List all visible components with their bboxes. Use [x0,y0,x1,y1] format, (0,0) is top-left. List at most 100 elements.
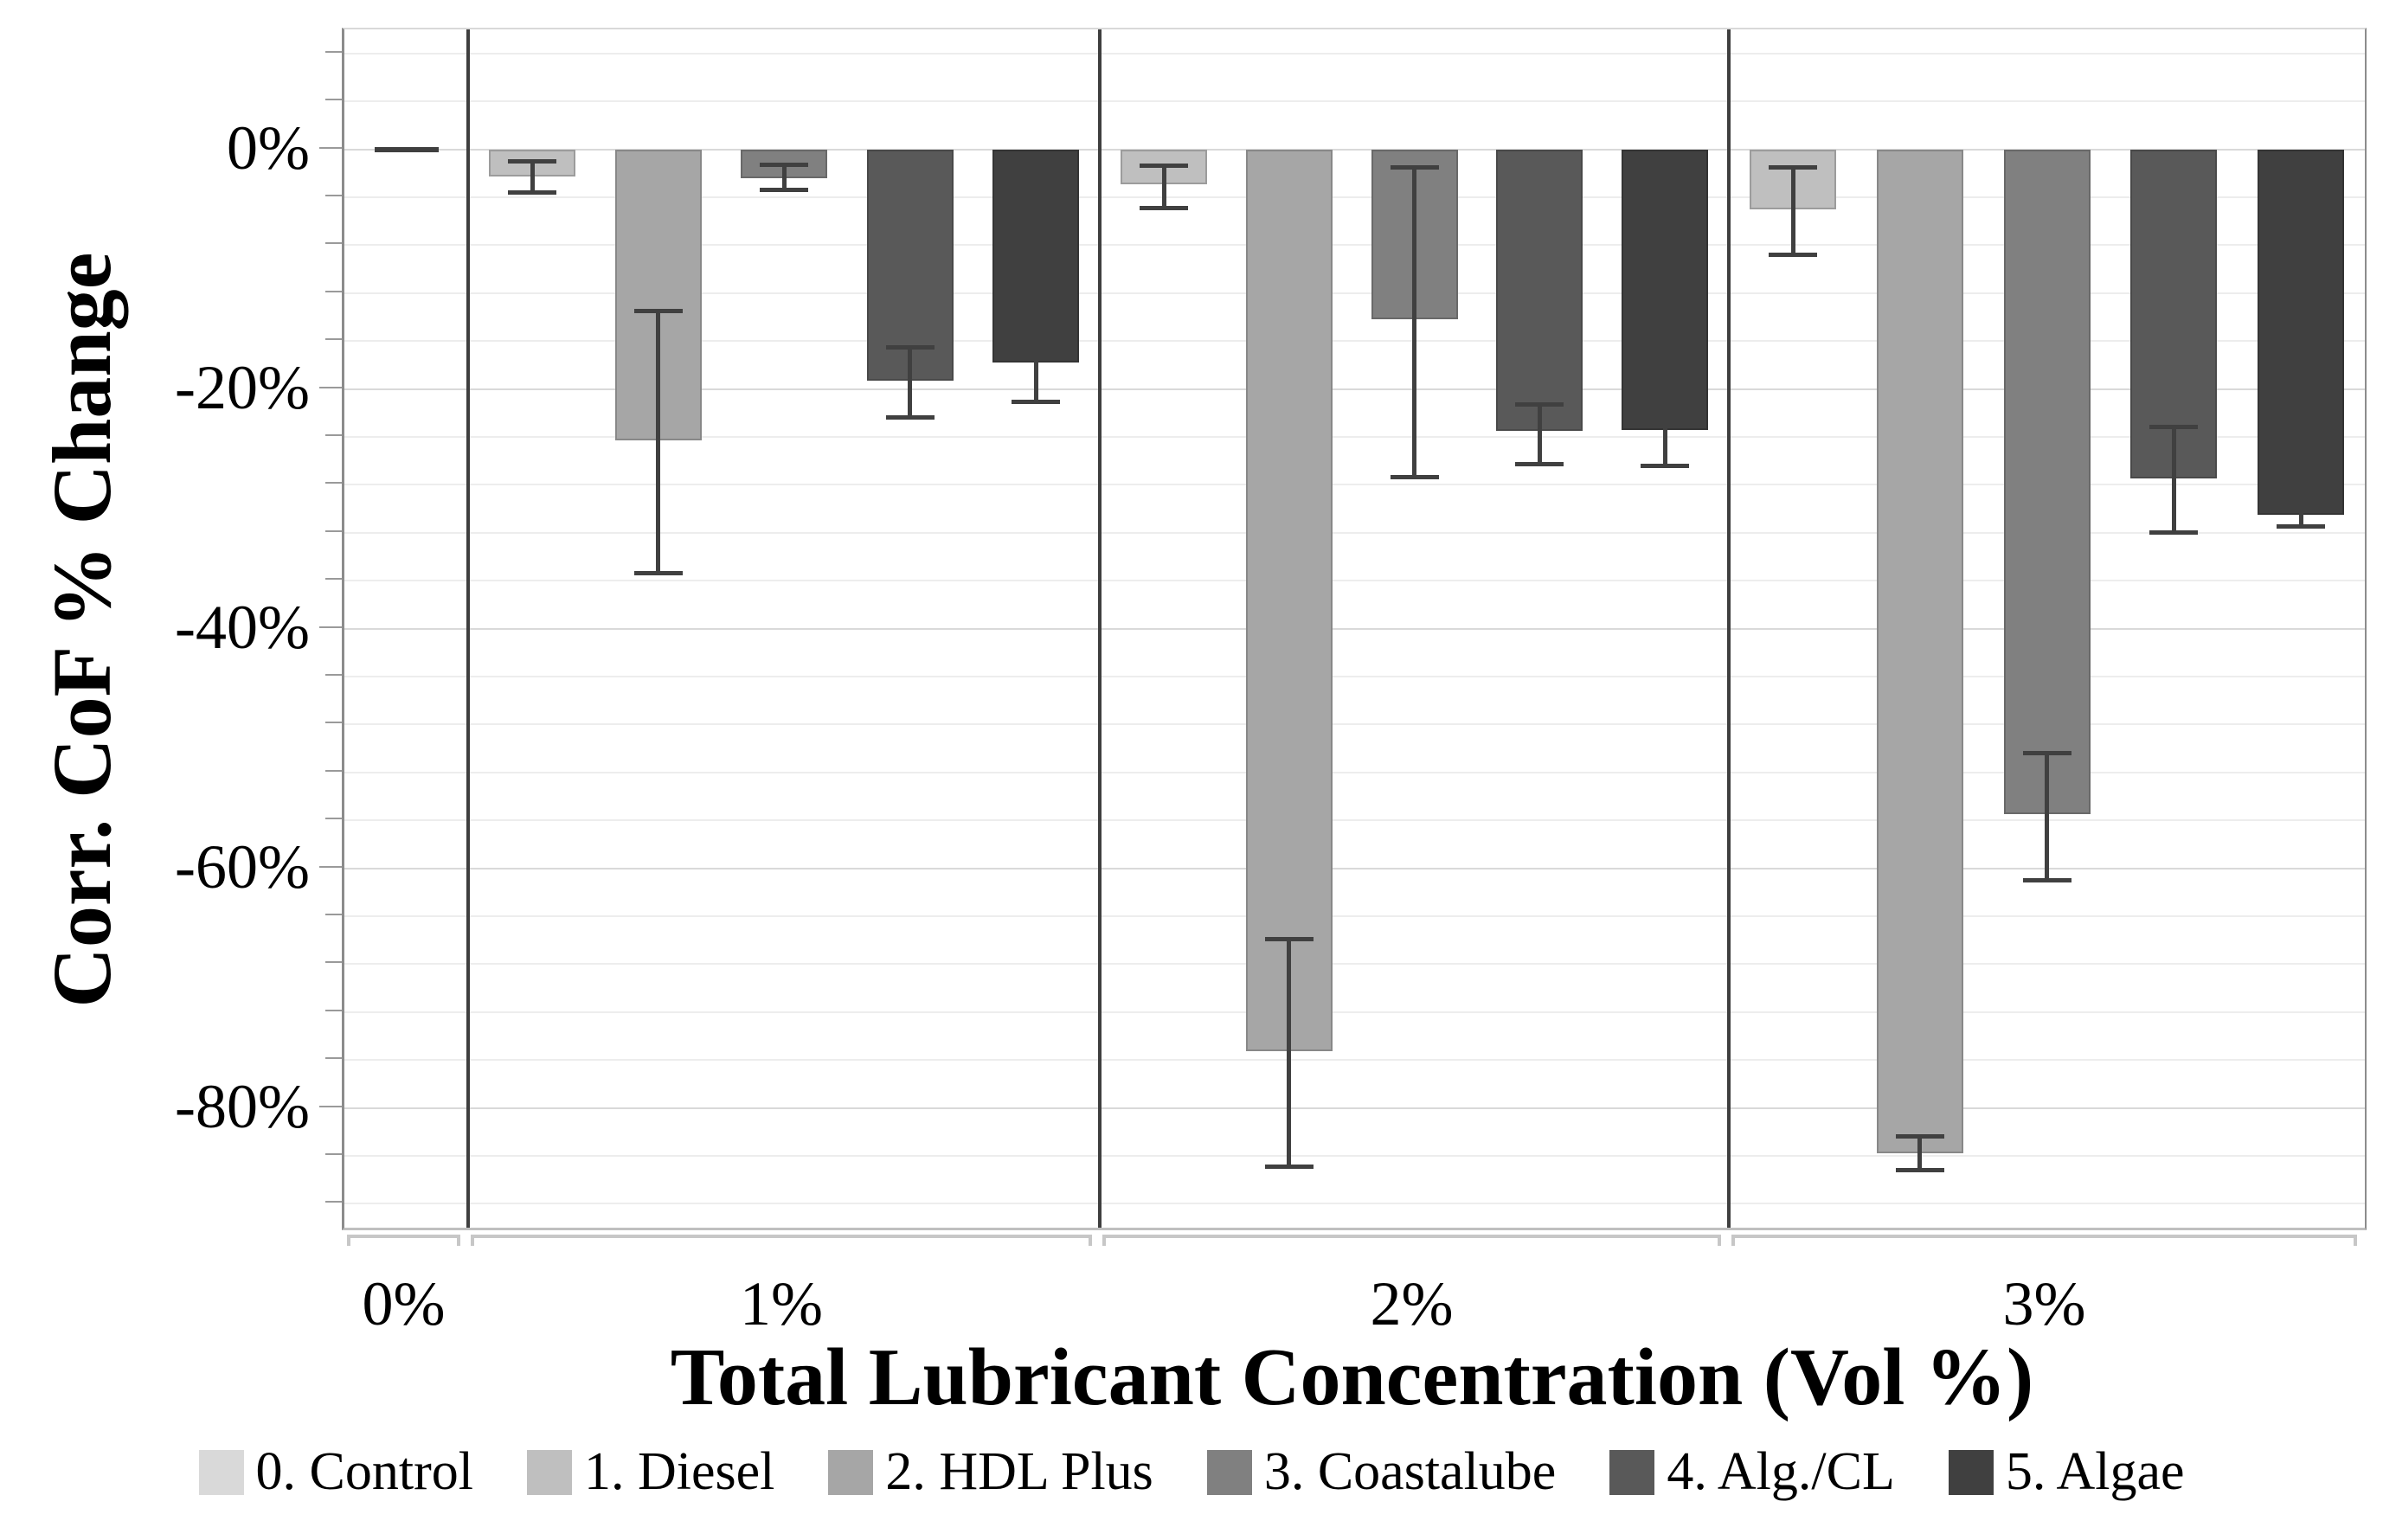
gridline-minor [344,1011,2365,1013]
control-zero-line-0-control [374,146,439,152]
error-bar-stem [2045,753,2049,881]
y-tick-label: -60% [175,831,310,902]
y-axis-tick [325,433,342,436]
error-bar-stem [656,311,660,574]
y-tick-label: -20% [175,352,310,422]
y-tick-label: 0% [227,112,310,183]
category-label-0%: 0% [362,1269,446,1338]
error-bar-cap-top [2149,425,2199,430]
gridline-minor [344,244,2365,247]
legend-item-0-control: 0. Control [198,1441,473,1503]
error-bar-cap-bottom [2277,524,2325,529]
error-bar-cap-top [1140,164,1188,169]
legend-swatch-5-algae [1948,1449,1994,1495]
gridline-major [344,627,2365,630]
legend-swatch-3-coastalube [1206,1449,1252,1495]
y-axis-tick [325,769,342,772]
legend-swatch-1-diesel [526,1449,572,1495]
y-axis-tick [325,961,342,964]
error-bar-stem [1537,404,1542,465]
gridline-minor [344,580,2365,582]
error-bar-cap-top [1264,936,1314,941]
y-axis-tick [325,1057,342,1060]
y-axis-tick [319,146,342,149]
y-axis-tick [325,99,342,101]
legend-item-5-algae: 5. Algae [1948,1441,2185,1503]
gridline-minor [344,292,2365,294]
y-axis-tick [325,818,342,820]
gridline-major [344,867,2365,869]
legend-label-4-alg-cl: 4. Alg./CL [1667,1442,1895,1501]
gridline-minor [344,914,2365,917]
category-bracket [1731,1235,2357,1246]
gridline-minor [344,196,2365,198]
gridline-major [344,388,2365,390]
bar-5-algae-2% [1622,149,1708,430]
y-axis-tick [325,673,342,676]
y-axis-tick [319,865,342,868]
y-axis-tick [325,194,342,196]
gridline-minor [344,484,2365,486]
gridline-major [344,148,2365,151]
gridline-minor [344,435,2365,438]
category-bracket [1102,1235,1721,1246]
bar-4-alg-cl-2% [1496,149,1583,431]
y-axis-tick [325,529,342,532]
error-bar-cap-bottom [1264,1164,1314,1169]
y-axis-tick [325,913,342,915]
error-bar-cap-bottom [1769,252,1817,257]
gridline-minor [344,531,2365,534]
bar-3-coastalube-3% [2003,149,2091,815]
legend-label-2-hdl-plus: 2. HDL Plus [885,1442,1153,1501]
y-axis-tick [325,1201,342,1203]
legend-swatch-4-alg-cl [1609,1449,1655,1495]
error-bar-stem [2171,427,2176,533]
gridline-minor [344,771,2365,773]
y-axis-tick [325,1152,342,1155]
gridline-minor [344,723,2365,726]
error-bar-stem [781,164,787,190]
plot-area [342,28,2367,1230]
y-tick-label: -40% [175,592,310,662]
panel-separator [1727,29,1731,1228]
panel-separator [466,29,470,1228]
error-bar-stem [1033,330,1038,402]
y-axis-tick [325,722,342,724]
legend-label-5-algae: 5. Algae [2005,1442,2185,1501]
legend-item-4-alg-cl: 4. Alg./CL [1609,1441,1895,1503]
y-axis-tick [325,50,342,53]
y-axis-tick [325,1009,342,1011]
gridline-minor [344,340,2365,343]
gridline-minor [344,819,2365,822]
legend-label-0-control: 0. Control [255,1442,473,1501]
category-label-2%: 2% [1370,1269,1454,1338]
y-tick-label: -80% [175,1071,310,1141]
panel-separator [1098,29,1102,1228]
legend-label-1-diesel: 1. Diesel [583,1442,775,1501]
error-bar-cap-bottom [1641,463,1689,468]
y-axis-tick [325,290,342,292]
error-bar-stem [908,347,912,418]
error-bar-cap-top [2022,751,2071,756]
bar-4-alg-cl-1% [866,149,954,381]
gridline-minor [344,100,2365,103]
legend-label-3-coastalube: 3. Coastalube [1263,1442,1557,1501]
bar-5-algae-1% [992,149,1079,363]
gridline-minor [344,1154,2365,1157]
error-bar-cap-top [1012,328,1060,333]
error-bar-stem [1917,1136,1923,1171]
error-bar-stem [530,161,535,193]
error-bar-cap-bottom [508,189,556,195]
y-axis-tick [325,338,342,341]
error-bar-cap-top [508,158,556,164]
gridline-minor [344,1203,2365,1205]
error-bar-cap-bottom [1012,400,1060,405]
error-bar-stem [1161,165,1166,209]
error-bar-cap-bottom [1895,1168,1944,1173]
category-bracket [471,1235,1092,1246]
error-bar-stem [2298,503,2303,527]
category-label-3%: 3% [2002,1269,2086,1338]
error-bar-cap-bottom [760,188,808,193]
error-bar-cap-top [1390,164,1439,170]
error-bar-cap-top [633,308,683,313]
